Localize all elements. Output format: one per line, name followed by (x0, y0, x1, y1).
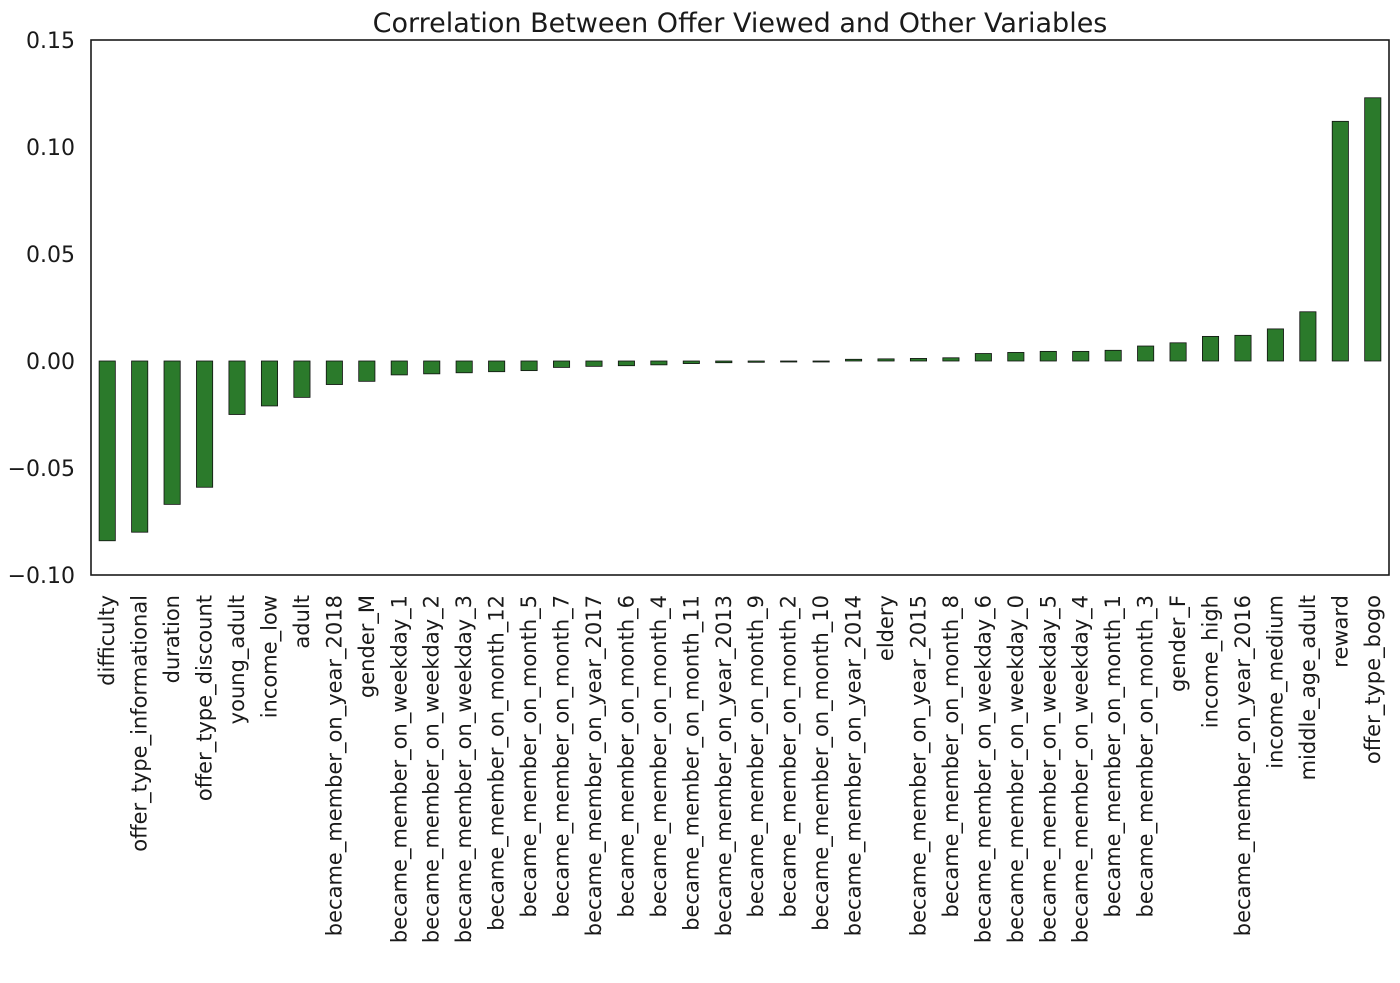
bar-became_member_on_month_5 (520, 360, 538, 372)
bar-became_member_on_year_2017 (585, 360, 603, 367)
x-tick-label: became_member_on_month_2 (777, 595, 802, 917)
x-tick-label: duration (160, 595, 184, 683)
x-tick-label: became_member_on_month_10 (809, 595, 834, 931)
bar-became_member_on_month_7 (553, 360, 571, 368)
x-tick-label: became_member_on_month_4 (647, 595, 672, 917)
x-tick-label: offer_type_bogo (1361, 595, 1386, 764)
x-tick-label: middle_age_adult (1296, 595, 1321, 780)
bar-became_member_on_month_6 (617, 360, 635, 367)
bar-offer_type_discount (196, 360, 214, 488)
x-tick-label: reward (1328, 595, 1352, 668)
x-tick-label: became_member_on_weekday_5 (1036, 595, 1061, 943)
bar-became_member_on_weekday_2 (423, 360, 441, 375)
x-tick-label: offer_type_informational (128, 595, 153, 852)
x-tick-label: became_member_on_month_7 (550, 595, 575, 917)
bar-became_member_on_month_9 (747, 360, 765, 363)
bar-became_member_on_month_1 (1104, 349, 1122, 362)
chart-title: Correlation Between Offer Viewed and Oth… (373, 8, 1108, 39)
x-tick-label: became_member_on_month_1 (1101, 595, 1126, 917)
bar-became_member_on_year_2014 (845, 358, 863, 362)
y-axis-ticks: −0.10 −0.05 0.00 0.05 0.10 0.15 (8, 29, 75, 589)
x-tick-label: income_medium (1263, 595, 1288, 769)
bar-became_member_on_month_11 (682, 360, 700, 364)
y-tick-label: 0.00 (26, 350, 75, 375)
bar-became_member_on_weekday_5 (1039, 350, 1057, 362)
bar-became_member_on_year_2016 (1234, 334, 1252, 362)
bar-young_adult (228, 360, 246, 415)
bar-became_member_on_weekday_0 (1007, 352, 1025, 362)
x-tick-label: became_member_on_year_2016 (1231, 595, 1256, 936)
bar-offer_type_informational (131, 360, 149, 533)
bar-became_member_on_month_12 (488, 360, 506, 373)
x-tick-label: became_member_on_month_9 (744, 595, 769, 917)
bar-became_member_on_month_8 (942, 357, 960, 362)
x-tick-label: became_member_on_month_6 (614, 595, 639, 917)
bar-middle_age_adult (1299, 311, 1317, 362)
bar-became_member_on_month_4 (650, 360, 668, 366)
bar-income_medium (1266, 328, 1284, 362)
bars-group (98, 97, 1382, 542)
x-tick-label: became_member_on_weekday_6 (971, 595, 996, 943)
x-tick-label: gender_F (1166, 595, 1191, 692)
bar-gender_F (1169, 342, 1187, 362)
bar-income_high (1202, 335, 1220, 362)
bar-became_member_on_weekday_4 (1072, 350, 1090, 362)
bar-duration (163, 360, 181, 505)
bar-became_member_on_year_2018 (325, 360, 343, 385)
x-tick-label: became_member_on_month_12 (485, 595, 510, 931)
plot-area-frame (90, 39, 1390, 576)
y-tick-label: 0.05 (26, 243, 75, 268)
bar-became_member_on_month_3 (1137, 345, 1155, 362)
bar-gender_M (358, 360, 376, 382)
x-tick-label: became_member_on_month_5 (517, 595, 542, 917)
x-axis-ticks: difficulty offer_type_informational durati… (95, 595, 1386, 943)
x-tick-label: became_member_on_year_2014 (842, 595, 867, 936)
x-tick-label: young_adult (225, 595, 250, 724)
bar-adult (293, 360, 311, 398)
bar-became_member_on_month_10 (812, 360, 830, 363)
x-tick-label: became_member_on_year_2018 (322, 595, 347, 936)
x-tick-label: income_high (1199, 595, 1224, 728)
bar-difficulty (98, 360, 116, 542)
y-tick-label: 0.15 (26, 29, 75, 54)
x-tick-label: became_member_on_month_3 (1134, 595, 1159, 917)
x-tick-label: difficulty (95, 595, 119, 686)
x-tick-label: became_member_on_month_11 (679, 595, 704, 931)
y-tick-label: 0.10 (26, 136, 75, 161)
bar-income_low (260, 360, 278, 407)
x-tick-label: became_member_on_year_2017 (582, 595, 607, 936)
bar-became_member_on_weekday_1 (390, 360, 408, 376)
x-tick-label: eldery (874, 595, 898, 661)
y-tick-label: −0.10 (8, 564, 75, 589)
bar-became_member_on_year_2013 (715, 360, 733, 364)
x-tick-label: offer_type_discount (193, 595, 218, 801)
x-tick-label: became_member_on_year_2013 (712, 595, 737, 936)
x-tick-label: became_member_on_weekday_3 (452, 595, 477, 943)
bar-reward (1331, 120, 1349, 362)
x-tick-label: adult (290, 595, 314, 649)
bar-became_member_on_month_2 (780, 360, 798, 363)
x-tick-label: became_member_on_weekday_0 (1004, 595, 1029, 943)
x-tick-label: became_member_on_weekday_4 (1069, 595, 1094, 943)
bar-offer_type_bogo (1364, 97, 1382, 362)
bar-eldery (877, 358, 895, 362)
x-tick-label: became_member_on_month_8 (939, 595, 964, 917)
x-tick-label: gender_M (355, 595, 380, 698)
x-tick-label: became_member_on_weekday_2 (420, 595, 445, 943)
x-tick-label: income_low (257, 595, 282, 718)
bar-became_member_on_weekday_3 (455, 360, 473, 374)
bar-became_member_on_weekday_6 (974, 353, 992, 362)
x-tick-label: became_member_on_weekday_1 (387, 595, 412, 943)
x-tick-label: became_member_on_year_2015 (906, 595, 931, 936)
y-tick-label: −0.05 (8, 457, 75, 482)
bar-became_member_on_year_2015 (909, 358, 927, 362)
